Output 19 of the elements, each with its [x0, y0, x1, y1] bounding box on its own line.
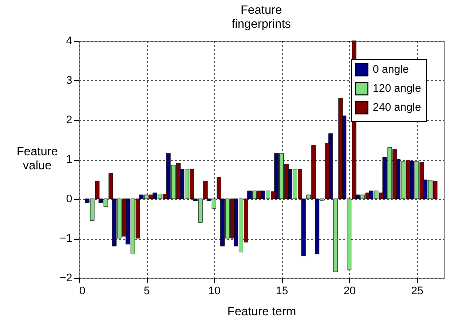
y-axis-title: Feature value: [16, 144, 58, 172]
legend-label: 120 angle: [373, 83, 422, 95]
x-tick-label: 25: [411, 286, 424, 298]
x-tick-label: 20: [344, 286, 356, 298]
y-tick-label: −2: [60, 272, 72, 284]
x-tick-label: 10: [208, 286, 221, 298]
y-tick-label: −1: [60, 233, 72, 245]
y-tick-label: 3: [66, 75, 72, 87]
legend-label: 0 angle: [373, 64, 410, 76]
legend-label: 240 angle: [373, 102, 422, 114]
x-axis-title: Feature term: [228, 304, 296, 318]
y-tick-label: 2: [66, 114, 72, 126]
x-tick-label: 15: [276, 286, 288, 298]
chart-title: Feature fingerprints: [232, 3, 292, 31]
x-tick-label: 5: [144, 286, 150, 298]
y-tick-label: 4: [66, 36, 72, 48]
x-tick-label: 0: [80, 286, 86, 298]
y-tick-label: 0: [66, 194, 72, 206]
y-tick-label: 1: [66, 154, 72, 166]
